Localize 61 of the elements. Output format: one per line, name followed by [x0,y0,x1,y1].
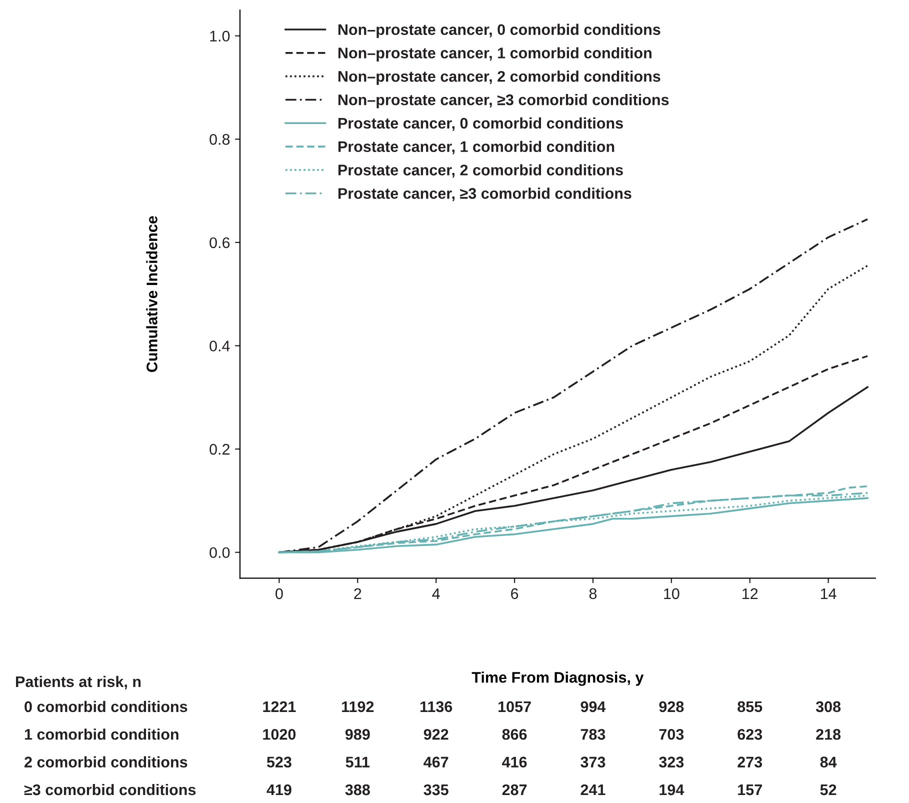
legend-label: Non–prostate cancer, 1 comorbid condition [338,47,652,62]
legend-label: Prostate cancer, 0 comorbid conditions [338,117,623,131]
legend-label: Non–prostate cancer, 0 comorbid conditions [338,24,660,38]
x-tick-label: 14 [820,588,836,599]
x-tick-label: 2 [354,588,362,599]
text: 416 [502,756,527,768]
text: 1057 [498,701,531,712]
x-tick-label: 10 [664,588,680,600]
text: 1020 [263,728,296,740]
text: Patients at risk, n [16,676,141,690]
text: 1 comorbid condition [24,728,178,740]
y-axis-title: Cumulative Incidence [146,216,158,372]
y-tick-label: 1.0 [210,30,230,42]
x-axis-title: Time From Diagnosis, y [472,672,644,686]
text: 388 [345,784,370,796]
text: 922 [424,728,448,740]
text: 373 [580,756,606,768]
text: 866 [502,728,527,740]
text: 218 [816,728,841,740]
legend-label: Prostate cancer, ≥3 comorbid conditions [338,188,632,202]
text: 623 [738,728,762,740]
x-tick-label: 8 [589,588,597,600]
text: 467 [424,756,448,768]
legend-label: Prostate cancer, 2 comorbid conditions [338,164,623,178]
x-tick-label: 0 [276,588,283,600]
text: 335 [424,784,448,796]
y-tick-label: 0.0 [210,547,230,558]
text: 419 [266,784,292,796]
text: 783 [580,728,606,740]
x-tick-label: 12 [742,588,758,599]
text: 157 [738,784,762,796]
x-tick-label: 6 [511,588,518,600]
text: 2 comorbid conditions [24,756,188,768]
y-tick-label: 0.4 [210,340,230,352]
text: 1192 [342,701,374,712]
text: ≥3 comorbid conditions [24,784,196,796]
y-tick-label: 0.6 [210,237,230,248]
text: 84 [820,756,837,768]
text: 52 [820,784,836,796]
legend-label: Non–prostate cancer, 2 comorbid conditions [338,70,660,85]
y-tick-label: 0.2 [210,444,230,455]
text: 241 [580,784,606,796]
text: 928 [659,701,684,712]
text: 308 [816,701,841,712]
x-tick-label: 4 [432,588,440,599]
text: 523 [266,756,292,768]
text: 1136 [420,701,452,712]
text: 323 [659,756,684,768]
legend-label: Prostate cancer, 1 comorbid condition [338,140,614,154]
text: 1221 [263,701,296,712]
text: 994 [580,701,606,712]
text: 855 [738,701,762,712]
text: 273 [738,756,762,768]
text: 511 [346,756,370,768]
text: 989 [345,728,370,740]
text: 703 [659,728,684,740]
legend-label: Non–prostate cancer, ≥3 comorbid conditions [338,94,669,108]
text: 194 [660,784,684,796]
text: 287 [502,784,527,796]
text: 0 comorbid conditions [24,700,188,712]
y-tick-label: 0.8 [210,134,230,145]
